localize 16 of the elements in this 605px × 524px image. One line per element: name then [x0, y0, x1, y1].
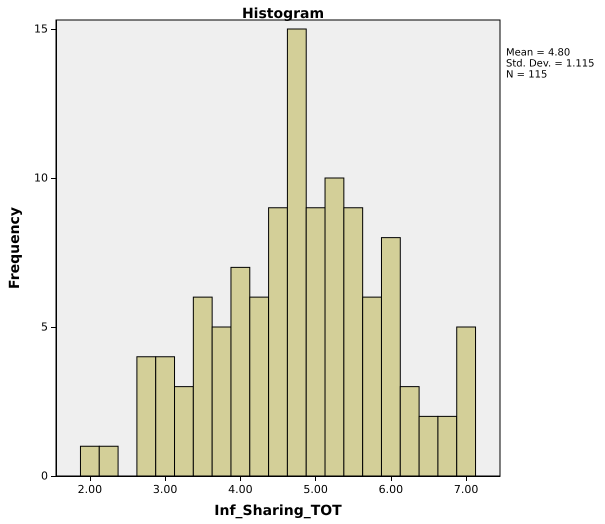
x-tick-label: 2.00 [78, 483, 102, 496]
text: Std. Dev. = 1.115 [506, 58, 595, 70]
y-tick-label: 5 [41, 320, 48, 334]
text: N = 115 [506, 70, 548, 80]
y-tick-label: 0 [41, 470, 48, 482]
x-tick-label: 7.00 [454, 483, 478, 496]
text: Mean = 4.80 [506, 48, 570, 58]
chart-title: Histogram [242, 6, 324, 22]
x-axis-title: Inf_Sharing_TOT [214, 503, 342, 519]
x-tick-label: 5.00 [303, 483, 328, 496]
y-tick-label: 10 [34, 171, 48, 184]
x-tick-label: 6.00 [378, 483, 404, 496]
x-tick-label: 3.00 [152, 483, 178, 496]
y-tick-label: 15 [34, 22, 48, 36]
y-axis-title: Frequency [7, 207, 23, 289]
x-tick-label: 4.00 [228, 483, 253, 496]
